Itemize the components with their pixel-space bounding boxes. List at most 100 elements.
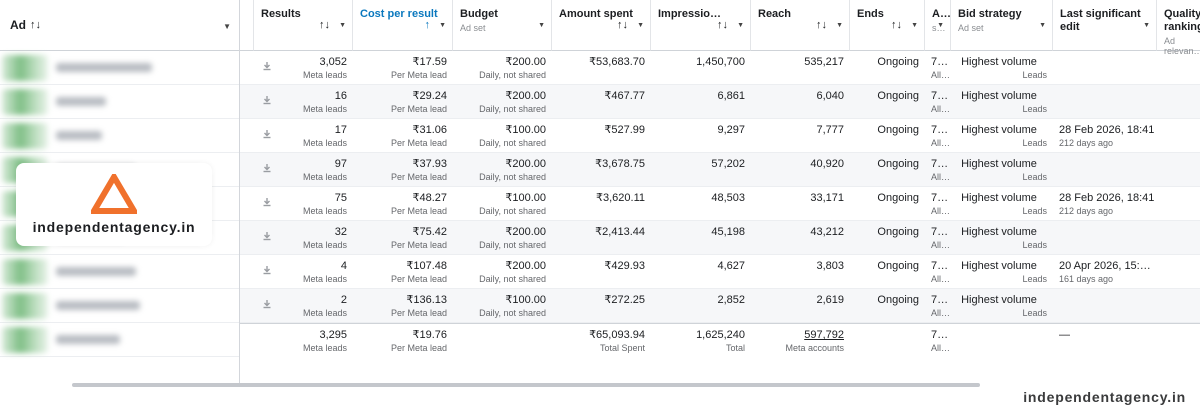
ad-name-redacted <box>56 97 106 106</box>
ad-name-row[interactable] <box>0 255 239 289</box>
chevron-down-icon[interactable]: ▼ <box>937 22 944 29</box>
cell-ends: Ongoing <box>850 187 925 221</box>
cell-subtext: All… <box>931 343 951 353</box>
cell-ends: Ongoing <box>850 119 925 153</box>
ad-name-redacted <box>56 63 152 72</box>
cell-value: — <box>1059 329 1070 341</box>
download-icon[interactable] <box>262 262 272 275</box>
cell-value: Ongoing <box>877 158 919 170</box>
cell-lse: 28 Feb 2026, 18:41 212 days ago <box>1053 187 1157 221</box>
cell-ends: Ongoing <box>850 221 925 255</box>
sort-updown-icon[interactable]: ↑↓ <box>717 19 728 31</box>
cell-value: 28 Feb 2026, 18:41 <box>1059 192 1155 204</box>
column-header-ends[interactable]: Ends ↑↓ ▼ <box>850 0 925 51</box>
chevron-down-icon[interactable]: ▼ <box>911 22 918 29</box>
download-icon[interactable] <box>262 126 272 139</box>
table-row[interactable]: 3,052 Meta leads ₹17.59 Per Meta lead ₹200.0… <box>240 51 1200 85</box>
column-header-results[interactable]: Results ↑↓ ▼ <box>254 0 353 51</box>
download-icon[interactable] <box>262 92 272 105</box>
cell-value: ₹136.13 <box>406 294 447 306</box>
table-row[interactable]: 4 Meta leads ₹107.48 Per Meta lead ₹200.00 Da… <box>240 255 1200 289</box>
chevron-down-icon[interactable]: ▼ <box>223 22 231 31</box>
cell-value: ₹107.48 <box>406 260 447 272</box>
cell-value: 6,040 <box>816 90 844 102</box>
ad-name-row[interactable] <box>0 85 239 119</box>
download-icon[interactable] <box>262 194 272 207</box>
sort-updown-icon[interactable]: ↑↓ <box>319 19 330 31</box>
column-header-quality[interactable]: Quality ranking Ad relevan… <box>1157 0 1200 56</box>
cell-reach: 43,212 <box>751 221 850 255</box>
cell-attr: 7… All… <box>925 153 951 187</box>
ad-thumbnail <box>2 89 48 115</box>
chevron-down-icon[interactable]: ▼ <box>339 22 346 29</box>
ad-thumbnail <box>2 259 48 285</box>
chevron-down-icon[interactable]: ▼ <box>1143 22 1150 29</box>
column-header-impr[interactable]: Impressio… ↑↓ ▼ <box>651 0 751 51</box>
table-row[interactable]: 16 Meta leads ₹29.24 Per Meta lead ₹200.00 Da… <box>240 85 1200 119</box>
cell-subtext: Meta leads <box>302 104 347 114</box>
column-header-reach[interactable]: Reach ↑↓ ▼ <box>751 0 850 51</box>
ad-name-row[interactable] <box>0 289 239 323</box>
download-icon[interactable] <box>262 58 272 71</box>
cell-value: ₹467.77 <box>604 90 645 102</box>
sort-ascending-icon[interactable]: ↑ <box>424 19 431 31</box>
chevron-down-icon[interactable]: ▼ <box>538 22 545 29</box>
table-row[interactable]: 32 Meta leads ₹75.42 Per Meta lead ₹200.00 Da… <box>240 221 1200 255</box>
column-header-budget[interactable]: Budget Ad set ▼ <box>453 0 552 51</box>
cell-subtext: 212 days ago <box>1059 138 1114 148</box>
cell-subtext: Daily, not shared <box>479 240 546 250</box>
cell-value: 4 <box>340 260 347 272</box>
ad-name-row[interactable] <box>0 119 239 153</box>
ad-name-row[interactable] <box>0 51 239 85</box>
cell-value: 1,625,240 <box>696 329 745 341</box>
sort-updown-icon[interactable]: ↑↓ <box>891 19 902 31</box>
cell-value: ₹17.59 <box>412 56 447 68</box>
column-header-amount[interactable]: Amount spent ↑↓ ▼ <box>552 0 651 51</box>
chevron-down-icon[interactable]: ▼ <box>836 22 843 29</box>
ad-name-row[interactable] <box>0 323 239 357</box>
sort-updown-icon[interactable]: ↑↓ <box>816 19 827 31</box>
cell-value: 45,198 <box>711 226 745 238</box>
column-header-attr[interactable]: A… s… ▼ <box>925 0 951 51</box>
download-icon[interactable] <box>262 228 272 241</box>
sort-updown-icon[interactable]: ↑↓ <box>30 19 41 31</box>
chevron-down-icon[interactable]: ▼ <box>637 22 644 29</box>
column-header-bid[interactable]: Bid strategy Ad set ▼ <box>951 0 1053 51</box>
cell-subtext: All… <box>931 308 951 318</box>
cell-lse: 28 Feb 2026, 18:41 212 days ago <box>1053 119 1157 153</box>
cell-value: 7… <box>931 158 949 170</box>
horizontal-scrollbar[interactable] <box>72 383 980 387</box>
cell-value: ₹75.42 <box>412 226 447 238</box>
column-header-cpr[interactable]: Cost per result ↑ ▼ <box>353 0 453 51</box>
cell-amount: ₹65,093.94 Total Spent <box>552 324 651 358</box>
metrics-table: Results ↑↓ ▼ Cost per result ↑ ▼ Budget Ad set ▼… <box>240 0 1200 384</box>
table-row[interactable]: 75 Meta leads ₹48.27 Per Meta lead ₹100.00 Da… <box>240 187 1200 221</box>
cell-value: 17 <box>334 124 347 136</box>
cell-subtext: Meta leads <box>302 343 347 353</box>
column-header-label: Reach <box>758 8 792 20</box>
chevron-down-icon[interactable]: ▼ <box>439 22 446 29</box>
chevron-down-icon[interactable]: ▼ <box>737 22 744 29</box>
download-icon[interactable] <box>262 296 272 309</box>
column-header-label: Bid strategy <box>958 8 1022 20</box>
cell-ends: Ongoing <box>850 255 925 289</box>
cell-results: 16 Meta leads <box>254 85 353 119</box>
cell-results: 32 Meta leads <box>254 221 353 255</box>
cell-value: 20 Apr 2026, 15:… <box>1059 260 1151 272</box>
column-header-label: Results <box>261 8 301 20</box>
ad-column-header[interactable]: Ad ↑↓ ▼ <box>0 0 239 51</box>
cell-impr: 4,627 <box>651 255 751 289</box>
chevron-down-icon[interactable]: ▼ <box>1039 22 1046 29</box>
cell-results: 4 Meta leads <box>254 255 353 289</box>
sort-updown-icon[interactable]: ↑↓ <box>617 19 628 31</box>
cell-value: 7… <box>931 90 949 102</box>
ad-thumbnail <box>2 55 48 81</box>
column-header-sublabel: Ad set <box>460 23 486 33</box>
column-header-label: Amount spent <box>559 8 633 20</box>
table-row[interactable]: 17 Meta leads ₹31.06 Per Meta lead ₹100.00 Da… <box>240 119 1200 153</box>
column-header-lse[interactable]: Last significant edit ▼ <box>1053 0 1157 51</box>
table-row[interactable]: 97 Meta leads ₹37.93 Per Meta lead ₹200.00 Da… <box>240 153 1200 187</box>
cell-value: 7… <box>931 226 949 238</box>
download-icon[interactable] <box>262 160 272 173</box>
table-row[interactable]: 2 Meta leads ₹136.13 Per Meta lead ₹100.00 Da… <box>240 289 1200 323</box>
